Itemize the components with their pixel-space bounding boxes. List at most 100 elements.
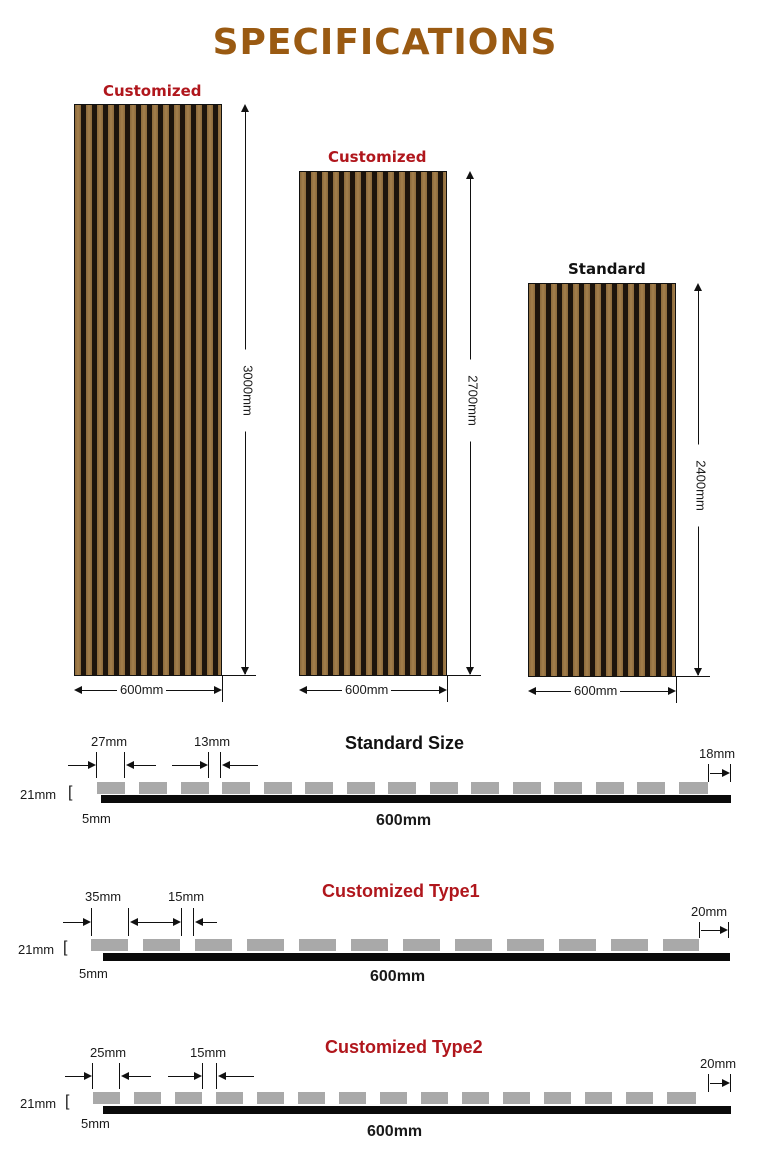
dimension-tick xyxy=(728,922,729,938)
section-title: Customized Type2 xyxy=(325,1037,483,1057)
slat xyxy=(339,1092,366,1104)
dimension-tick xyxy=(96,752,97,778)
panel-label: Standard xyxy=(568,260,646,278)
slat xyxy=(544,1092,571,1104)
dimension-tick xyxy=(208,752,209,778)
slat xyxy=(455,939,492,951)
panel-label: Customized xyxy=(103,82,202,100)
base-board xyxy=(101,795,731,803)
dimension-line xyxy=(230,765,258,766)
thickness-label: 21mm xyxy=(20,787,57,802)
dimension-tick xyxy=(91,908,92,936)
dimension-tick xyxy=(220,752,221,778)
slat xyxy=(430,782,458,794)
slat xyxy=(462,1092,489,1104)
dimension-line xyxy=(701,930,720,931)
slat xyxy=(626,1092,653,1104)
arrow-left-icon xyxy=(195,918,203,926)
arrow-right-icon xyxy=(83,918,91,926)
slat xyxy=(403,939,440,951)
slat xyxy=(143,939,180,951)
section-title: Standard Size xyxy=(345,733,465,753)
dimension-tick xyxy=(128,908,129,936)
thickness-bracket-icon: [ xyxy=(68,784,73,801)
section-title: Customized Type1 xyxy=(322,881,480,901)
slat xyxy=(91,939,128,951)
slat xyxy=(298,1092,325,1104)
dimension-line xyxy=(172,765,200,766)
height-label: 2700mm xyxy=(465,359,481,442)
arrow-right-icon xyxy=(722,769,730,777)
edge-label: 18mm xyxy=(699,746,736,761)
arrow-right-icon xyxy=(88,761,96,769)
thickness-label: 21mm xyxy=(20,1096,57,1111)
gap-label: 15mm xyxy=(190,1045,227,1060)
arrow-right-icon xyxy=(200,761,208,769)
arrow-up-icon xyxy=(466,171,474,179)
dimension-line xyxy=(168,1076,194,1077)
dimension-line xyxy=(150,922,173,923)
arrow-right-icon xyxy=(214,686,222,694)
dimension-line xyxy=(203,922,217,923)
slat xyxy=(380,1092,407,1104)
slat xyxy=(139,782,167,794)
dimension-tick xyxy=(92,1063,93,1089)
wood-slat-panel xyxy=(299,171,447,676)
arrow-right-icon xyxy=(84,1072,92,1080)
dimension-tick xyxy=(119,1063,120,1089)
slat xyxy=(513,782,541,794)
dimension-tick xyxy=(699,922,700,938)
slat xyxy=(134,1092,161,1104)
dimension-line xyxy=(134,765,156,766)
total-width-label: 600mm xyxy=(367,1123,423,1140)
slat xyxy=(559,939,596,951)
gap-label: 15mm xyxy=(168,889,205,904)
edge-label: 20mm xyxy=(691,904,728,919)
slat xyxy=(347,782,375,794)
gap-label: 13mm xyxy=(194,734,231,749)
arrow-up-icon xyxy=(694,283,702,291)
slat xyxy=(257,1092,284,1104)
dimension-tick xyxy=(676,676,710,677)
slat xyxy=(663,939,699,951)
width-label: 600mm xyxy=(342,682,392,697)
arrow-left-icon xyxy=(126,761,134,769)
thickness-bracket-icon: [ xyxy=(65,1093,70,1110)
arrow-up-icon xyxy=(241,104,249,112)
dimension-line xyxy=(138,922,160,923)
slat xyxy=(471,782,499,794)
arrow-left-icon xyxy=(222,761,230,769)
dimension-line xyxy=(63,922,83,923)
total-width-label: 600mm xyxy=(370,968,426,985)
offset-label: 5mm xyxy=(79,966,108,981)
dimension-tick xyxy=(676,677,677,703)
slat xyxy=(585,1092,612,1104)
arrow-down-icon xyxy=(241,667,249,675)
arrow-right-icon xyxy=(722,1079,730,1087)
slat xyxy=(388,782,416,794)
dimension-tick xyxy=(193,908,194,936)
arrow-right-icon xyxy=(173,918,181,926)
slat-width-label: 35mm xyxy=(85,889,122,904)
arrow-right-icon xyxy=(668,687,676,695)
slat xyxy=(507,939,544,951)
dimension-tick xyxy=(447,675,481,676)
dimension-tick xyxy=(730,1074,731,1092)
slat xyxy=(299,939,336,951)
slat-width-label: 27mm xyxy=(91,734,128,749)
dimension-tick xyxy=(222,675,256,676)
arrow-left-icon xyxy=(130,918,138,926)
slat xyxy=(611,939,648,951)
dimension-tick xyxy=(708,764,709,782)
total-width-label: 600mm xyxy=(376,812,432,829)
slat xyxy=(175,1092,202,1104)
slat xyxy=(181,782,209,794)
slat xyxy=(503,1092,530,1104)
wood-slat-panel xyxy=(74,104,222,676)
slat xyxy=(195,939,232,951)
arrow-left-icon xyxy=(299,686,307,694)
arrow-right-icon xyxy=(720,926,728,934)
slat xyxy=(305,782,333,794)
thickness-bracket-icon: [ xyxy=(63,939,68,956)
slat xyxy=(679,782,708,794)
